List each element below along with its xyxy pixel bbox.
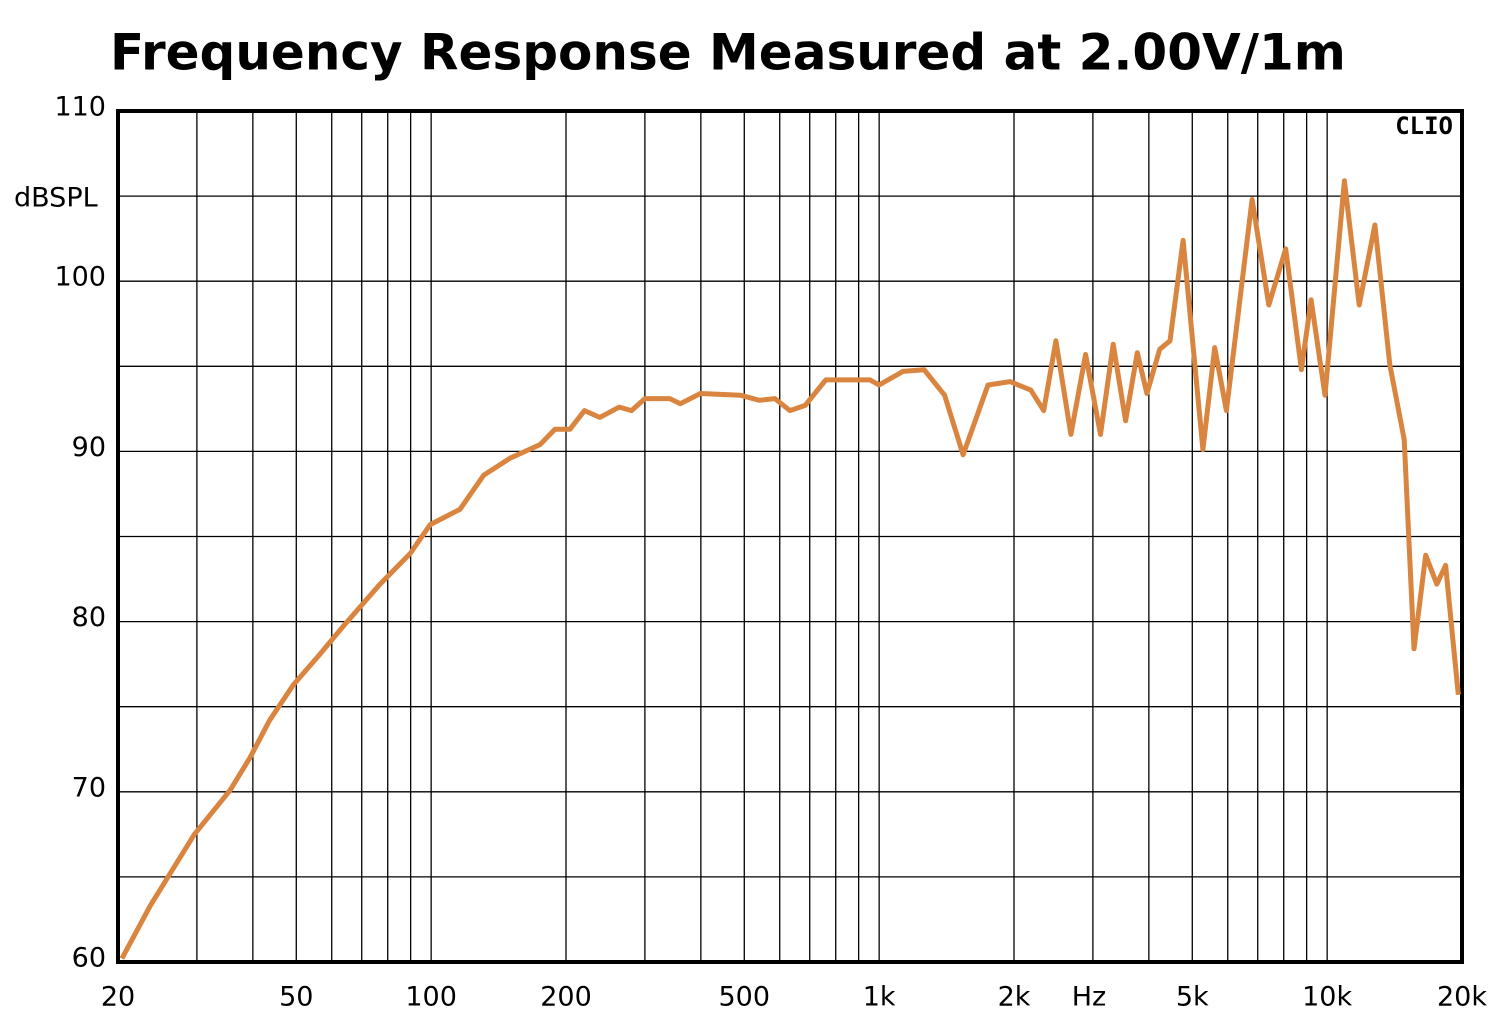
x-tick-label: 1k — [863, 982, 896, 1013]
x-tick-label: 10k — [1302, 982, 1352, 1013]
y-tick-label: 70 — [72, 772, 106, 803]
clio-annotation: CLIO — [1395, 112, 1453, 140]
x-tick-label: 20 — [101, 982, 135, 1013]
y-tick-label: 90 — [72, 432, 106, 463]
response-curve — [119, 178, 1461, 960]
y-tick-label: 80 — [72, 602, 106, 633]
plot-frame — [116, 109, 1464, 964]
x-tick-label: 100 — [405, 982, 457, 1013]
y-axis-label: dBSPL — [14, 183, 98, 214]
y-tick-label: 110 — [54, 92, 106, 123]
x-tick-label: 200 — [540, 982, 592, 1013]
y-tick-label: 100 — [54, 262, 106, 293]
x-tick-label: 5k — [1176, 982, 1209, 1013]
x-tick-label: 2k — [998, 982, 1031, 1013]
chart-title: Frequency Response Measured at 2.00V/1m — [110, 24, 1346, 82]
x-axis-label: Hz — [1072, 982, 1106, 1013]
x-tick-label: 20k — [1437, 982, 1487, 1013]
x-tick-label: 500 — [719, 982, 771, 1013]
x-tick-label: 50 — [279, 982, 313, 1013]
y-tick-label: 60 — [72, 943, 106, 974]
